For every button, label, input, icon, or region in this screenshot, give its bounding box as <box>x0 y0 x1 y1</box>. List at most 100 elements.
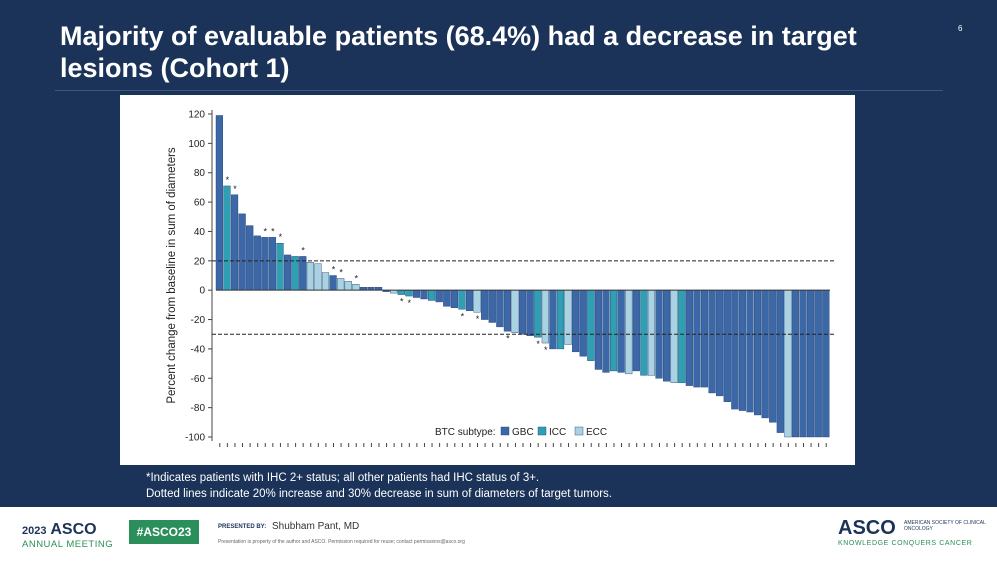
bar <box>352 284 360 291</box>
ihc-marker: * <box>279 232 283 242</box>
bar <box>791 289 800 438</box>
bar <box>526 289 534 336</box>
meeting-name: ANNUAL MEETING <box>22 539 114 550</box>
bar <box>246 225 254 291</box>
bar <box>609 289 618 372</box>
legend-swatch <box>574 426 584 436</box>
ihc-marker: * <box>354 273 358 283</box>
bar <box>276 242 284 291</box>
y-tick-label: 80 <box>194 168 206 179</box>
bar <box>261 237 269 291</box>
bar <box>594 289 602 370</box>
bar <box>284 254 292 291</box>
bar <box>541 289 549 344</box>
bar <box>215 115 223 291</box>
y-tick-label: -60 <box>191 374 206 385</box>
ihc-marker: * <box>400 297 404 307</box>
meeting-year: 2023 <box>22 525 47 537</box>
ihc-marker: * <box>301 245 305 255</box>
y-tick-label: 100 <box>188 139 205 150</box>
bar <box>700 289 709 388</box>
bar <box>473 289 481 313</box>
bar <box>428 289 436 301</box>
ihc-marker: * <box>271 226 275 236</box>
bar <box>670 289 678 383</box>
ihc-marker: * <box>536 339 540 349</box>
bar <box>314 263 322 291</box>
bar <box>397 289 405 295</box>
bar <box>625 289 633 375</box>
org-name: AMERICAN SOCIETY OF CLINICAL ONCOLOGY <box>904 520 986 532</box>
bar <box>617 289 625 373</box>
ihc-marker: * <box>264 226 268 236</box>
bar <box>344 281 352 291</box>
bar <box>511 289 519 333</box>
bar <box>443 289 451 307</box>
y-tick-label: 120 <box>188 110 205 121</box>
bar <box>579 289 587 357</box>
meeting-logo: 2023 ASCO <box>22 521 97 539</box>
bar <box>519 289 527 335</box>
ihc-marker: * <box>332 265 336 275</box>
bar <box>708 289 716 394</box>
bar <box>306 262 314 291</box>
bar <box>731 289 739 410</box>
bar <box>496 289 504 328</box>
org-logo: ASCO <box>838 517 896 539</box>
bar <box>746 289 754 413</box>
chart-panel: -100 -80 -60 -40 -20 0 20 40 60 80 100 120 Percent c… <box>120 95 855 465</box>
footer: 2023 ASCO ANNUAL MEETING #ASCO23 PRESENT… <box>0 507 997 563</box>
bar <box>435 289 443 303</box>
bar <box>602 289 610 373</box>
bar <box>776 289 784 433</box>
bar <box>299 256 307 291</box>
bar <box>337 278 345 291</box>
y-tick-label: 20 <box>194 256 206 267</box>
bar <box>784 289 792 438</box>
bar <box>761 289 769 419</box>
bar <box>291 256 299 291</box>
legend-title: BTC subtype: <box>435 427 496 438</box>
bar <box>549 289 557 350</box>
page-number: 6 <box>958 24 963 33</box>
bar <box>807 289 815 438</box>
bar <box>405 289 413 297</box>
slide-title: Majority of evaluable patients (68.4%) h… <box>60 21 857 83</box>
bar <box>465 289 474 311</box>
bar <box>488 289 496 323</box>
bar <box>693 289 701 388</box>
presented-by-label: PRESENTED BY: <box>218 524 267 530</box>
bar <box>716 289 724 397</box>
bar <box>420 289 428 300</box>
ihc-marker: * <box>506 333 510 343</box>
bar <box>564 289 572 345</box>
bar <box>253 235 261 291</box>
ihc-marker: * <box>408 298 412 308</box>
bar <box>458 289 466 310</box>
org-tagline: KNOWLEDGE CONQUERS CANCER <box>838 540 973 547</box>
chart: -100 -80 -60 -40 -20 0 20 40 60 80 100 120 Percent c… <box>166 110 836 447</box>
bar <box>450 289 458 309</box>
ihc-marker: * <box>461 311 465 321</box>
bar <box>814 289 822 438</box>
legend-label: ECC <box>586 427 607 438</box>
ihc-marker: * <box>339 267 343 277</box>
y-tick-label: -20 <box>191 315 206 326</box>
bar <box>822 289 830 438</box>
disclaimer: Presentation is property of the author a… <box>218 539 465 545</box>
hashtag: #ASCO23 <box>129 520 199 544</box>
bar <box>534 289 542 338</box>
bar <box>238 213 246 291</box>
bar <box>753 289 762 416</box>
bar <box>769 289 777 423</box>
bar <box>587 289 595 361</box>
ihc-marker: * <box>544 345 548 355</box>
y-tick-label: 40 <box>194 227 206 238</box>
bar <box>678 289 686 383</box>
bar <box>572 289 580 353</box>
legend-label: ICC <box>549 427 566 438</box>
divider <box>55 90 943 91</box>
y-tick-label: 60 <box>194 198 206 209</box>
ihc-marker: * <box>233 184 237 194</box>
footnote: *Indicates patients with IHC 2+ status; … <box>146 472 540 484</box>
